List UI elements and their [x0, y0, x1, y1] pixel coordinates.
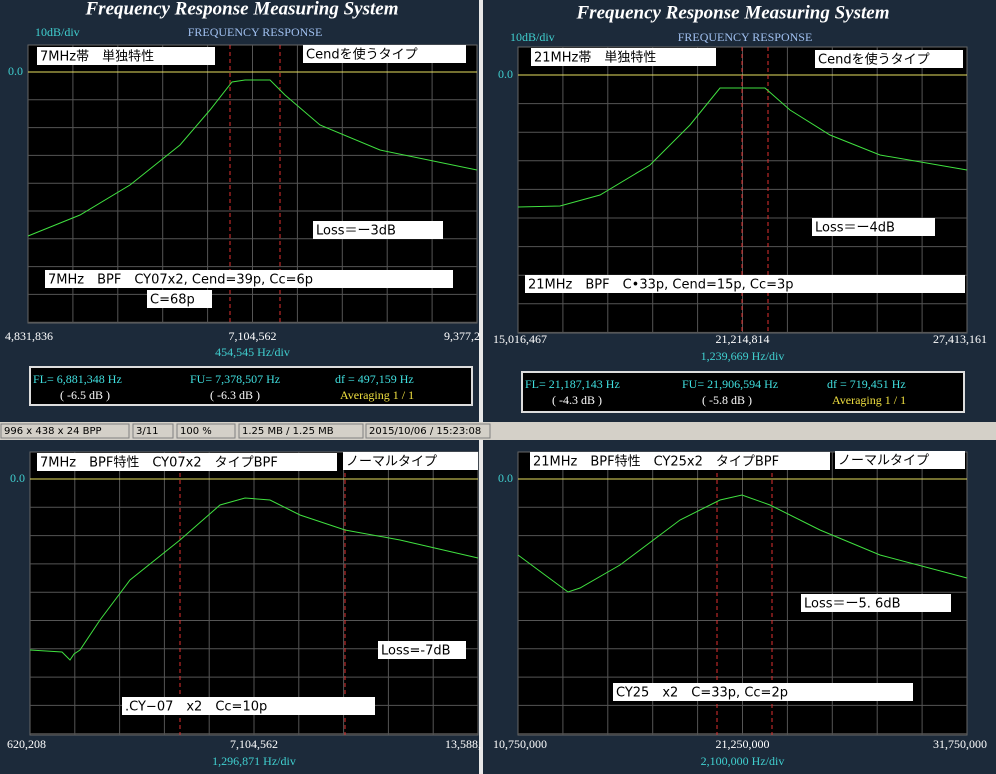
x-label: 10,750,000 [493, 737, 547, 751]
note: 7MHz BPF特性 CY07x2 タイプBPF [40, 456, 278, 471]
x-label: 620,208 [7, 737, 46, 751]
ref-label: 0.0 [10, 471, 25, 485]
x-label: 9,377,2 [444, 329, 480, 343]
span-label: 2,100,000 Hz/div [701, 754, 785, 768]
note: 21MHz BPF特性 CY25x2 タイプBPF [533, 455, 779, 470]
note-box [613, 683, 913, 701]
readout-box [29, 366, 473, 406]
note: 21MHz帯 単独特性 [534, 50, 656, 66]
note: Loss=-7dB [381, 644, 451, 659]
readout-fl-db: ( -4.3 dB ) [552, 393, 602, 407]
note-box [343, 452, 478, 470]
divider [479, 440, 483, 774]
scale-label: 10dB/div [35, 25, 80, 39]
response-curve [29, 497, 479, 661]
note: CY25 x2 C=33p, Cc=2p [616, 686, 788, 701]
x-label: 4,831,836 [5, 329, 53, 343]
x-label: 7,104,562 [229, 329, 277, 343]
ref-label: 0.0 [8, 64, 23, 78]
note: .CY−07 x2 Cc=10p [125, 700, 267, 715]
note-box [303, 45, 466, 63]
note: Cendを使うタイプ [818, 52, 930, 68]
x-label: 15,016,467 [493, 332, 547, 346]
note: Loss＝ー3dB [316, 224, 396, 239]
note-box [45, 270, 453, 288]
note-box [147, 290, 212, 308]
note: Loss＝ー5. 6dB [804, 597, 901, 612]
readout-box [521, 371, 965, 413]
span-label: 1,296,871 Hz/div [212, 754, 296, 768]
note-box [122, 697, 375, 715]
note-box [313, 221, 443, 239]
x-label: 31,750,000 [933, 737, 987, 751]
x-label: 27,413,161 [933, 332, 987, 346]
note-box [801, 594, 951, 612]
note-box [835, 451, 965, 469]
note-box [525, 275, 965, 293]
note-box [531, 48, 716, 66]
x-label: 21,250,000 [716, 737, 770, 751]
readout-fl: FL= 21,187,143 Hz [525, 377, 620, 391]
note-box [37, 453, 337, 471]
x-label: 21,214,814 [716, 332, 770, 346]
status-field [238, 423, 364, 439]
note-box [815, 50, 963, 68]
mode-label: FREQUENCY RESPONSE [188, 25, 323, 39]
readout-df: df = 719,451 Hz [827, 377, 906, 391]
note-box [530, 452, 830, 470]
readout-fu-db: ( -5.8 dB ) [702, 393, 752, 407]
response-curve [517, 494, 968, 593]
status-field [132, 423, 174, 439]
note: 7MHz BPF CY07x2, Cend=39p, Cc=6p [48, 273, 313, 288]
status-field [176, 423, 236, 439]
readout-fu: FU= 21,906,594 Hz [682, 377, 778, 391]
panel-title: Frequency Response Measuring System [85, 0, 399, 19]
divider [479, 0, 483, 422]
note-box [37, 47, 215, 65]
note-box [378, 641, 466, 659]
ref-label: 0.0 [498, 471, 513, 485]
status-text: 3/11 [136, 426, 158, 437]
status-text: 2015/10/06 / 15:23:08 [369, 426, 481, 437]
mode-label: FREQUENCY RESPONSE [678, 30, 813, 44]
readout-fu: FU= 7,378,507 Hz [190, 372, 280, 386]
span-label: 454,545 Hz/div [215, 345, 290, 359]
note-box [812, 218, 935, 236]
note: C=68p [150, 293, 195, 308]
readout-fl-db: ( -6.5 dB ) [60, 388, 110, 402]
readout-fu-db: ( -6.3 dB ) [210, 388, 260, 402]
note: Loss＝ー4dB [815, 221, 895, 236]
note: Cendを使うタイプ [306, 47, 418, 63]
response-curve [517, 87, 968, 208]
readout-fl: FL= 6,881,348 Hz [33, 372, 122, 386]
response-curve [27, 79, 478, 237]
readout-avg: Averaging 1 / 1 [340, 388, 414, 402]
status-field [365, 423, 491, 439]
readout-df: df = 497,159 Hz [335, 372, 414, 386]
scale-label: 10dB/div [510, 30, 555, 44]
status-field [0, 423, 130, 439]
readout-avg: Averaging 1 / 1 [832, 393, 906, 407]
status-text: 1.25 MB / 1.25 MB [242, 426, 334, 437]
status-text: 996 x 438 x 24 BPP [4, 426, 102, 437]
note: 21MHz BPF C•33p, Cend=15p, Cc=3p [528, 278, 794, 293]
span-label: 1,239,669 Hz/div [701, 349, 785, 363]
note: ノーマルタイプ [346, 455, 437, 470]
status-text: 100 % [180, 426, 212, 437]
note: ノーマルタイプ [838, 454, 929, 469]
panel-title: Frequency Response Measuring System [576, 2, 890, 23]
x-label: 7,104,562 [230, 737, 278, 751]
note: 7MHz帯 単独特性 [40, 49, 154, 65]
ref-label: 0.0 [498, 67, 513, 81]
x-label: 13,588, [445, 737, 481, 751]
